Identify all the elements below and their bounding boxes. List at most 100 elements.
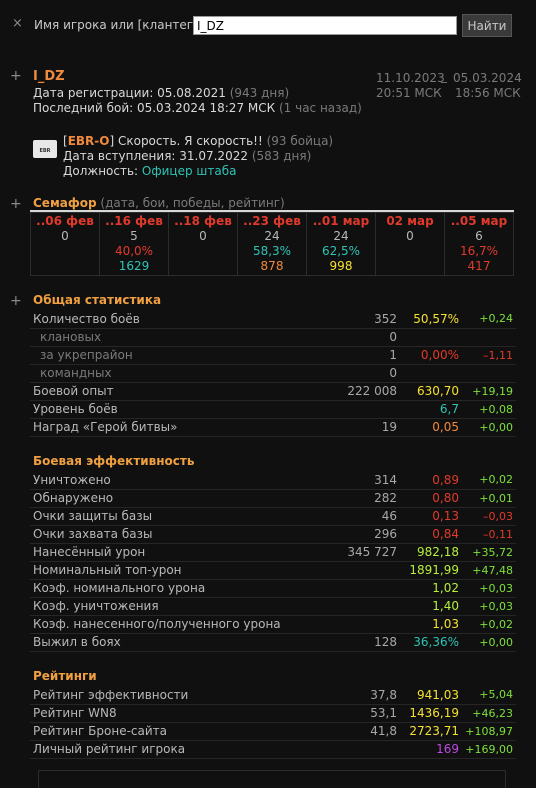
stat-name: Рейтинг эффективности xyxy=(33,687,189,702)
stat-name: за укрепрайон xyxy=(40,348,133,362)
clan-tag[interactable]: EBR-O xyxy=(67,134,110,148)
bottom-panel xyxy=(38,770,506,788)
stat-value: 37,8 xyxy=(370,687,397,702)
stat-delta: –1,11 xyxy=(483,348,513,362)
stat-delta: +19,19 xyxy=(472,384,513,398)
stat-delta: +0,02 xyxy=(479,473,513,487)
semaphore-date: ..18 фев xyxy=(174,214,232,228)
stat-delta: +0,08 xyxy=(479,402,513,416)
stat-value xyxy=(290,615,400,633)
stat-name: Уровень боёв xyxy=(33,402,118,416)
clan-join-days: (583 дня) xyxy=(251,149,312,163)
semaphore-table: ..06 фев 0 ..16 фев 5 40,0% 1629 ..18 фев 0 ..23… xyxy=(30,212,514,276)
semaphore-divider xyxy=(30,210,514,212)
clan-logo-text: EBR xyxy=(39,148,51,154)
stat-average: 6,7 xyxy=(439,402,459,416)
stat-delta: –0,11 xyxy=(483,527,513,541)
stat-name: Коэф. нанесенного/полученного урона xyxy=(33,617,281,631)
stat-row: Нанесённый урон 345 727 982,18 +35,72 xyxy=(30,543,516,561)
stat-row: Номинальный топ-урон 1891,99 +47,48 xyxy=(30,561,516,579)
stat-name: Выжил в боях xyxy=(33,635,121,649)
stat-name: Наград «Герой битвы» xyxy=(33,420,178,434)
stat-average: 0,05 xyxy=(432,420,459,434)
stat-value: 46 xyxy=(381,509,397,523)
stat-row: Уничтожено 314 0,89 +0,02 xyxy=(30,471,516,489)
stat-value xyxy=(290,579,400,597)
semaphore-cell: ..18 фев 0 xyxy=(168,212,238,276)
expand-semaphore-icon[interactable]: + xyxy=(10,196,22,212)
search-input[interactable] xyxy=(193,16,457,35)
semaphore-wins: 40,0% xyxy=(114,244,154,258)
registration-date: Дата регистрации: 05.08.2021 xyxy=(33,86,226,100)
semaphore-date: ..01 мар xyxy=(312,214,370,228)
stat-delta: +5,04 xyxy=(479,688,513,702)
search-button[interactable]: Найти xyxy=(462,14,512,37)
stat-row: Количество боёв 352 50,57% +0,24 xyxy=(30,310,516,328)
stat-delta: +46,23 xyxy=(472,706,513,720)
stat-value: 128 xyxy=(374,635,397,649)
semaphore-battles: 0 xyxy=(199,229,207,243)
semaphore-rating: 417 xyxy=(467,259,491,273)
expand-player-icon[interactable]: + xyxy=(10,68,22,84)
last-battle: Последний бой: 05.03.2024 18:27 МСК xyxy=(33,101,276,115)
semaphore-date: ..23 фев xyxy=(243,214,301,228)
semaphore-subtitle: (дата, бои, победы, рейтинг) xyxy=(100,196,285,210)
stat-row: Очки защиты базы 46 0,13 –0,03 xyxy=(30,507,516,525)
stat-value: 1 xyxy=(389,348,397,362)
semaphore-rating: 878 xyxy=(260,259,284,273)
last-battle-ago: (1 час назад) xyxy=(278,101,362,115)
semaphore-cell: ..16 фев 5 40,0% 1629 xyxy=(99,212,169,276)
stat-name: Уничтожено xyxy=(33,472,111,487)
stat-name: клановых xyxy=(40,330,102,344)
stat-name: Обнаружено xyxy=(33,491,114,505)
semaphore-cell: ..05 мар 6 16,7% 417 xyxy=(444,212,514,276)
clan-tag-close: ] xyxy=(109,134,115,148)
stat-delta: +47,48 xyxy=(472,563,513,577)
semaphore-battles: 24 xyxy=(264,229,280,243)
semaphore-cell: ..23 фев 24 58,3% 878 xyxy=(237,212,307,276)
stat-row: Очки захвата базы 296 0,84 –0,11 xyxy=(30,525,516,543)
semaphore-wins xyxy=(31,244,99,259)
expand-general-icon[interactable]: + xyxy=(10,293,22,309)
semaphore-date: ..16 фев xyxy=(105,214,163,228)
stat-delta: +35,72 xyxy=(472,545,513,559)
stat-name: Номинальный топ-урон xyxy=(33,563,182,577)
semaphore-battles: 5 xyxy=(130,229,138,243)
period-separator: _ xyxy=(441,69,447,83)
stat-average: 0,84 xyxy=(432,527,459,541)
period-from-date: 11.10.2023 xyxy=(376,71,445,85)
stat-average: 1436,19 xyxy=(409,706,459,720)
stat-average: 2723,71 xyxy=(409,724,459,738)
stat-value xyxy=(290,597,400,615)
semaphore-wins xyxy=(169,244,237,259)
clan-role-line: Должность: Офицер штаба xyxy=(63,164,237,178)
ratings-title: Рейтинги xyxy=(33,669,97,683)
efficiency-table: Уничтожено 314 0,89 +0,02 Обнаружено 282 0,80 +… xyxy=(30,471,516,652)
stat-delta: +0,01 xyxy=(479,491,513,505)
stat-row: Уровень боёв 6,7 +0,08 xyxy=(30,400,516,418)
semaphore-cell: ..01 мар 24 62,5% 998 xyxy=(306,212,376,276)
player-name: I_DZ xyxy=(33,69,65,84)
semaphore-rating: 998 xyxy=(329,259,353,273)
semaphore-cell: ..06 фев 0 xyxy=(30,212,100,276)
stat-average: 169 xyxy=(436,742,459,756)
stat-average: 1891,99 xyxy=(409,563,459,577)
stat-delta: +0,03 xyxy=(479,581,513,595)
stat-average: 0,00% xyxy=(420,348,459,362)
semaphore-rating xyxy=(169,259,237,274)
stat-delta: +0,00 xyxy=(479,420,513,434)
stat-delta xyxy=(462,364,516,382)
stat-name: Коэф. уничтожения xyxy=(33,599,159,613)
close-icon[interactable]: × xyxy=(12,16,23,31)
stat-average: 941,03 xyxy=(417,687,459,702)
stat-delta xyxy=(462,328,516,346)
semaphore-cell: 02 мар 0 xyxy=(375,212,445,276)
stat-delta: +0,02 xyxy=(479,617,513,631)
clan-role-label: Должность: xyxy=(63,164,139,178)
stat-row: клановых 0 xyxy=(30,328,516,346)
clan-tag-open: [ xyxy=(63,134,68,148)
stat-value: 296 xyxy=(374,527,397,541)
stat-delta: +0,00 xyxy=(479,635,513,649)
registration-line: Дата регистрации: 05.08.2021 (943 дня) xyxy=(33,86,289,100)
stat-average: 982,18 xyxy=(417,545,459,559)
